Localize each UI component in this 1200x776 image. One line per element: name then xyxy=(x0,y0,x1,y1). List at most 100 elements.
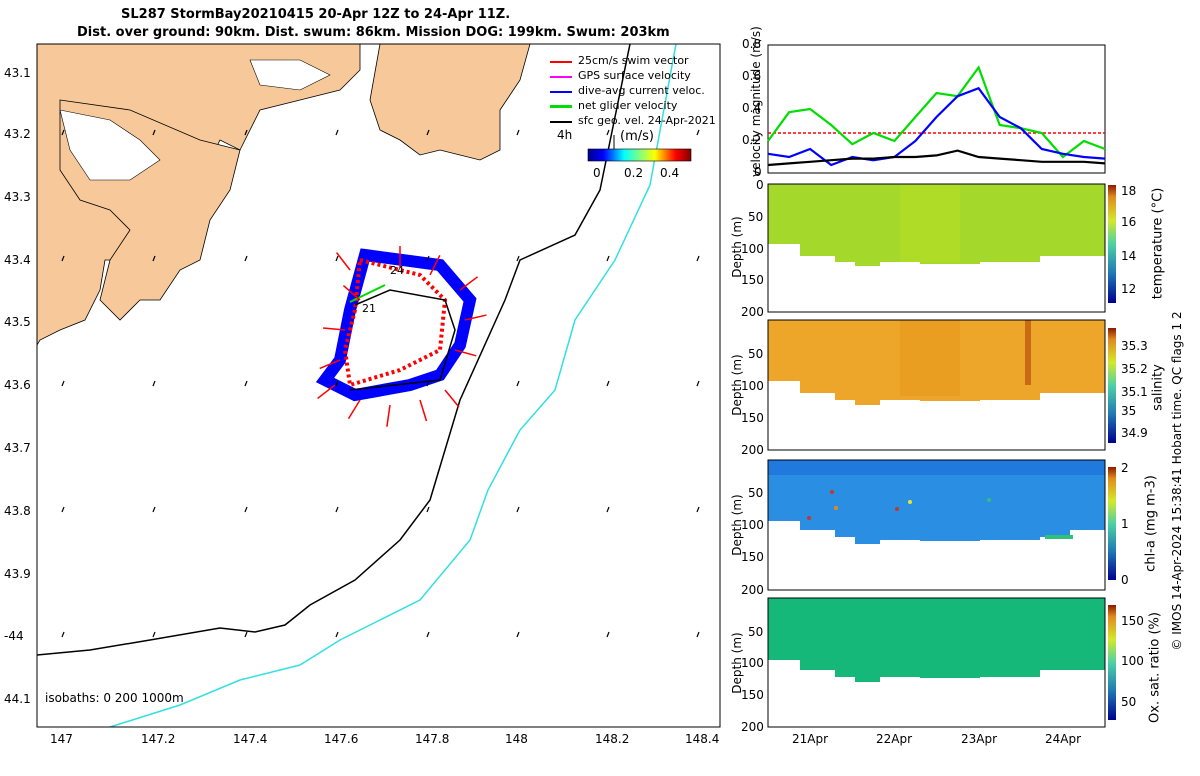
geo-arrow xyxy=(606,255,610,262)
geo-arrow xyxy=(516,380,520,387)
geo-arrow xyxy=(696,255,700,262)
geo-arrow xyxy=(606,380,610,387)
legend-line xyxy=(550,105,572,108)
geo-arrow xyxy=(426,380,430,387)
depth-tick: 50 xyxy=(748,625,764,639)
depth-tick: 150 xyxy=(741,688,764,702)
cbar-tick: 18 xyxy=(1121,184,1137,198)
geo-arrow xyxy=(244,506,248,513)
swim-vector xyxy=(319,359,341,370)
swim-vector xyxy=(444,389,460,408)
temperature-panel xyxy=(767,183,1116,313)
legend-label: GPS surface velocity xyxy=(578,69,691,82)
depth-tick: 50 xyxy=(748,347,764,361)
map-y-tick: 43.2 xyxy=(4,127,31,141)
geo-arrow xyxy=(244,631,248,638)
geo-arrow xyxy=(426,255,430,262)
salinity-panel xyxy=(767,319,1116,451)
colorbar-tick: 0.4 xyxy=(660,166,680,180)
cbar-tick: 12 xyxy=(1121,282,1137,296)
geo-arrow xyxy=(606,506,610,513)
geo-arrow xyxy=(696,506,700,513)
geo-arrow xyxy=(426,631,430,638)
right-panels xyxy=(767,44,1116,728)
swim-vector xyxy=(429,254,441,276)
depth-tick: 0 xyxy=(756,178,764,192)
sfc-geo-arrows xyxy=(61,129,700,638)
track-label: 24 xyxy=(390,264,404,277)
geo-arrow xyxy=(696,129,700,136)
cbar-tick: 1 xyxy=(1121,517,1129,531)
map-x-tick: 148.2 xyxy=(595,732,630,746)
map-y-tick: 43.1 xyxy=(4,66,31,80)
depth-tick: 200 xyxy=(741,583,764,597)
swim-vector xyxy=(454,349,477,357)
depth-tick: 150 xyxy=(741,411,764,425)
time-tick: 23Apr xyxy=(961,732,998,746)
cbar-tick: 35 xyxy=(1121,404,1137,418)
legend-label: net glider velocity xyxy=(578,99,678,112)
geo-arrow xyxy=(152,255,156,262)
geo-arrow xyxy=(335,129,339,136)
geo-arrow xyxy=(61,506,65,513)
map-y-tick: 44.1 xyxy=(4,692,31,706)
geo-arrow xyxy=(516,129,520,136)
legend-line xyxy=(550,91,572,93)
map-y-tick: 43.3 xyxy=(4,190,31,204)
legend-label: 25cm/s swim vector xyxy=(578,54,689,67)
depth-tick: 100 xyxy=(741,242,764,256)
map-x-tick: 147.8 xyxy=(415,732,450,746)
geo-arrow xyxy=(335,631,339,638)
depth-tick: 100 xyxy=(741,379,764,393)
geo-arrow xyxy=(606,631,610,638)
geo-arrow xyxy=(426,129,430,136)
velocity-y-tick: 0.4 xyxy=(742,101,762,115)
geo-arrow xyxy=(696,631,700,638)
chla-panel xyxy=(767,459,1116,591)
geo-arrow xyxy=(335,506,339,513)
colorbar-tick: 0.2 xyxy=(624,166,644,180)
geo-arrow xyxy=(606,129,610,136)
series-line xyxy=(767,65,1106,159)
geo-arrow xyxy=(61,129,65,136)
isobath-200 xyxy=(37,44,631,656)
geo-arrow xyxy=(516,506,520,513)
swim-vector xyxy=(464,314,487,321)
legend-line xyxy=(550,76,572,78)
map-y-tick: 43.8 xyxy=(4,504,31,518)
oxsat-panel xyxy=(767,597,1116,728)
credit-text: © IMOS 14-Apr-2024 15:38:41 Hobart time.… xyxy=(1170,311,1184,651)
chart-title-line1: SL287 StormBay20210415 20-Apr 12Z to 24-… xyxy=(121,7,511,22)
oxsat-cbar-label: Ox. sat. ratio (%) xyxy=(1147,612,1163,723)
geo-arrow xyxy=(152,506,156,513)
map-legend: 25cm/s swim vector GPS surface velocity … xyxy=(548,54,718,135)
depth-tick: 200 xyxy=(741,305,764,319)
legend-label: dive-avg current veloc. xyxy=(578,84,705,97)
depth-tick: 100 xyxy=(741,518,764,532)
geo-arrow xyxy=(61,631,65,638)
land-east xyxy=(369,44,531,161)
map-x-tick: 147.4 xyxy=(233,732,268,746)
velocity-y-tick: 0 xyxy=(754,165,762,179)
swim-vector xyxy=(323,327,346,331)
geo-arrow xyxy=(516,631,520,638)
geo-arrow xyxy=(244,255,248,262)
geo-arrow xyxy=(244,129,248,136)
map-y-tick: 43.6 xyxy=(4,378,31,392)
colorbar-tick: 0 xyxy=(593,166,601,180)
velocity-y-tick: 0.6 xyxy=(742,69,762,83)
map-plot xyxy=(36,43,721,728)
depth-tick: 150 xyxy=(741,550,764,564)
geo-arrow xyxy=(335,380,339,387)
time-tick: 24Apr xyxy=(1045,732,1082,746)
cbar-tick: 50 xyxy=(1121,695,1137,709)
geo-arrow xyxy=(152,631,156,638)
geo-arrow xyxy=(61,380,65,387)
chla-cbar-label: chl-a (mg m-3) xyxy=(1143,475,1159,572)
geo-arrow xyxy=(61,255,65,262)
cbar-tick: 14 xyxy=(1121,249,1137,263)
map-y-tick: 43.7 xyxy=(4,441,31,455)
velocity-y-tick: 0.8 xyxy=(742,37,762,51)
map-y-tick: -44 xyxy=(4,629,24,643)
map-y-tick: 43.5 xyxy=(4,315,31,329)
